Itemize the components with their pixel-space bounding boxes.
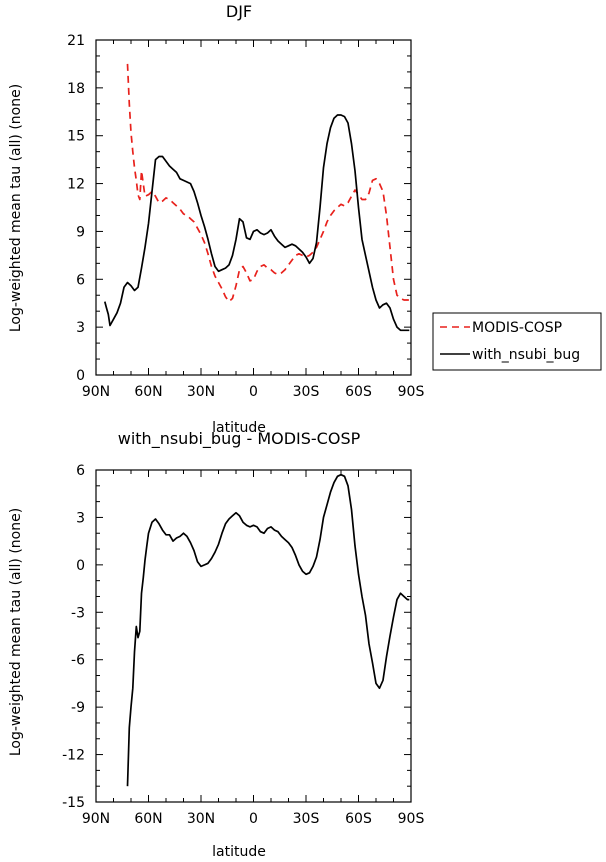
top-chart-y-tick-label: 3: [76, 320, 85, 336]
legend: MODIS-COSP with_nsubi_bug: [432, 312, 602, 371]
top-chart-series-modis-cosp: [126, 63, 410, 303]
top-chart-x-axis-label: latitude: [212, 420, 266, 436]
bottom-chart-y-tick-label: 3: [76, 510, 85, 526]
top-chart-title: DJF: [226, 2, 252, 21]
top-chart-y-tick-label: 12: [67, 177, 85, 193]
top-chart-x-tick-label: 60S: [345, 384, 372, 400]
bottom-chart-x-axis-label: latitude: [212, 844, 266, 860]
bottom-chart-y-tick-label: -12: [62, 748, 85, 764]
bottom-chart-title: with_nsubi_bug - MODIS-COSP: [118, 429, 361, 449]
top-chart: 90N 60N 30N 0 30S 60S 90S 0 3 6 9 12 15 18 21: [67, 33, 424, 400]
bottom-chart-x-tick-label: 60N: [134, 811, 162, 827]
legend-label-modis-cosp: MODIS-COSP: [472, 320, 562, 336]
top-chart-y-tick-label: 15: [67, 129, 85, 145]
top-chart-x-tick-label: 90S: [398, 384, 425, 400]
top-chart-plot-frame: [95, 39, 412, 376]
bottom-chart-x-tick-label: 60S: [345, 811, 372, 827]
bottom-chart-y-tick-label: 0: [76, 558, 85, 574]
top-chart-series-with-nsubi-bug: [103, 114, 410, 332]
bottom-chart-y-tick-label: -9: [71, 700, 85, 716]
bottom-chart-x-tick-label: 90S: [398, 811, 425, 827]
bottom-chart-y-tick-label: 6: [76, 463, 85, 479]
bottom-chart-series-with-nsubi-bug-modis-cosp: [126, 473, 410, 787]
top-chart-x-tick-label: 30S: [293, 384, 320, 400]
top-chart-y-axis-label: Log-weighted mean tau (all) (none): [8, 84, 24, 332]
bottom-chart-x-tick-label: 0: [249, 811, 258, 827]
top-chart-x-tick-label: 90N: [82, 384, 110, 400]
bottom-chart-y-axis-label: Log-weighted mean tau (all) (none): [8, 508, 24, 756]
top-chart-y-tick-label: 9: [76, 224, 85, 240]
top-chart-y-tick-label: 6: [76, 272, 85, 288]
top-chart-x-tick-label: 60N: [134, 384, 162, 400]
bottom-chart-x-tick-label: 30S: [293, 811, 320, 827]
bottom-chart-x-tick-label: 30N: [187, 811, 215, 827]
bottom-chart-plot-frame: [95, 469, 412, 803]
bottom-chart-y-tick-label: -3: [71, 605, 85, 621]
top-chart-x-tick-label: 30N: [187, 384, 215, 400]
bottom-chart-y-tick-label: -6: [71, 653, 85, 669]
top-chart-x-tick-label: 0: [249, 384, 258, 400]
legend-label-with-nsubi-bug: with_nsubi_bug: [472, 347, 580, 363]
top-chart-y-tick-label: 0: [76, 368, 85, 384]
bottom-chart-x-tick-label: 90N: [82, 811, 110, 827]
legend-box: [432, 312, 602, 371]
top-chart-y-tick-label: 18: [67, 81, 85, 97]
bottom-chart-y-tick-label: -15: [62, 795, 85, 811]
bottom-chart: 90N 60N 30N 0 30S 60S 90S -15 -12 -9 -6 -3 0 3 6: [62, 463, 424, 827]
top-chart-y-tick-label: 21: [67, 33, 85, 49]
